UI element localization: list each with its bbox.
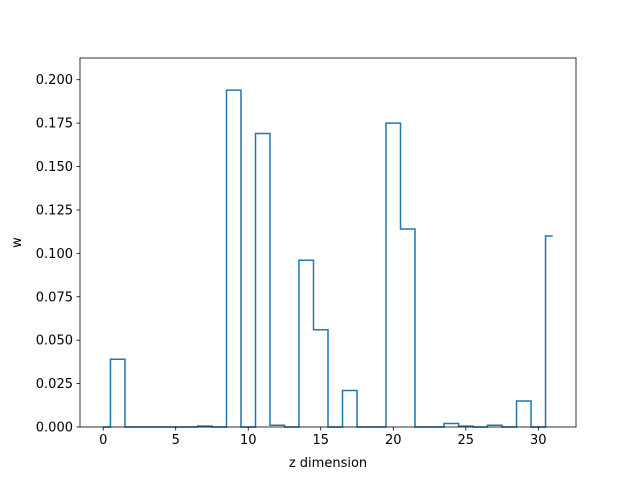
y-axis-label: w [10, 237, 25, 248]
y-axis-ticks: 0.000 0.025 0.050 0.075 0.100 0.125 0.150 0.175… [36, 73, 80, 436]
y-tick-label: 0.175 [36, 117, 73, 132]
y-tick-label: 0.025 [36, 377, 73, 392]
y-tick-label: 0.075 [36, 290, 73, 305]
y-tick-label: 0.150 [36, 160, 73, 175]
y-tick-label: 0.125 [36, 203, 73, 218]
y-tick-label: 0.200 [36, 73, 73, 88]
x-tick-label: 10 [240, 433, 257, 448]
x-tick-label: 5 [172, 433, 180, 448]
x-tick-label: 20 [385, 433, 402, 448]
y-tick-label: 0.000 [36, 421, 73, 436]
y-tick-label: 0.050 [36, 334, 73, 349]
y-tick-label: 0.100 [36, 247, 73, 262]
x-tick-label: 30 [530, 433, 547, 448]
x-axis-label: z dimension [289, 456, 367, 471]
x-tick-label: 25 [458, 433, 475, 448]
x-axis-ticks: 0 5 10 15 20 25 30 [99, 427, 547, 448]
x-tick-label: 0 [99, 433, 107, 448]
axes-frame [79, 57, 577, 428]
x-tick-label: 15 [312, 433, 329, 448]
